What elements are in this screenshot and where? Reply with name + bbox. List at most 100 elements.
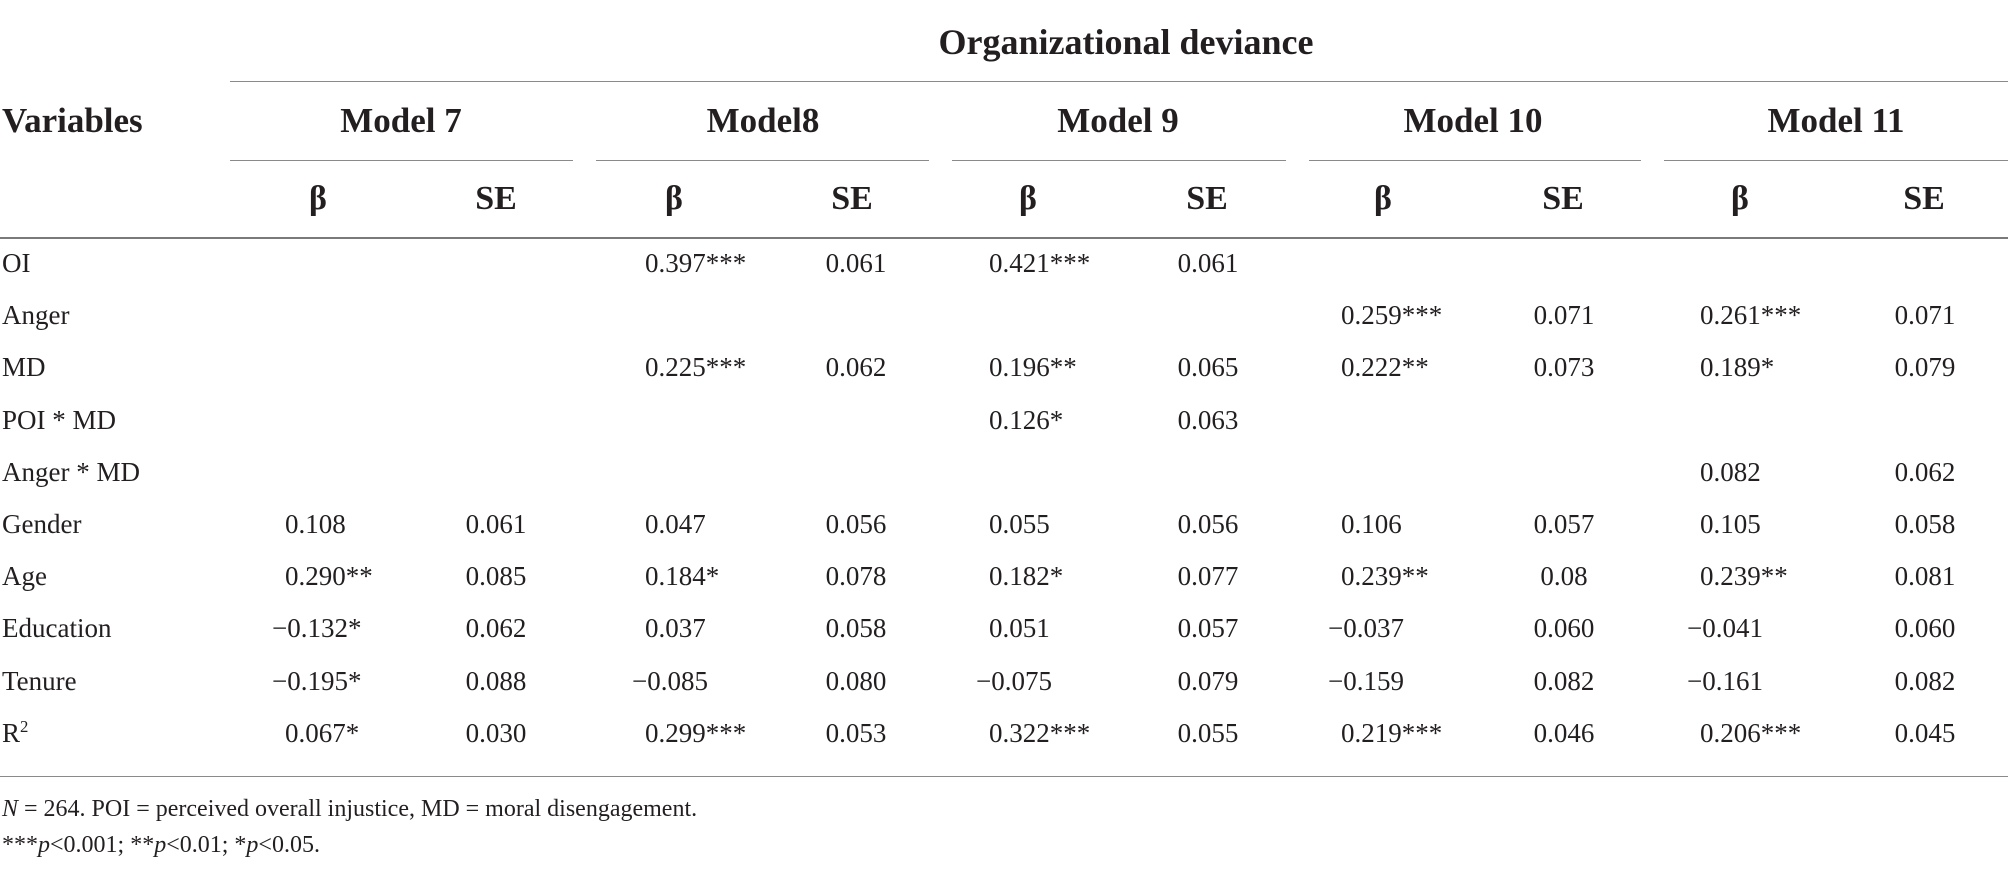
beta-cell: 0.196**	[989, 352, 1077, 382]
row-label: Age	[2, 563, 47, 590]
row-label: Anger * MD	[2, 459, 140, 486]
beta-cell: 0.397***	[645, 248, 747, 278]
se-cell: 0.056	[1177, 509, 1239, 539]
se-cell: 0.057	[1177, 613, 1239, 643]
se-cell: 0.08	[1540, 561, 1588, 591]
table-note-n: N = 264. POI = perceived overall injusti…	[2, 797, 697, 821]
se-cell: 0.063	[1177, 405, 1239, 435]
table-note-significance: ***p<0.001; **p<0.01; *p<0.05.	[2, 833, 320, 857]
table-bottom-rule	[0, 776, 2008, 777]
model-header: Model 9	[1057, 101, 1179, 140]
note-n-symbol: N	[2, 796, 19, 822]
se-cell: 0.058	[825, 613, 887, 643]
se-cell: 0.062	[825, 352, 887, 382]
beta-cell: 0.222**	[1341, 352, 1429, 382]
se-cell: 0.073	[1533, 352, 1595, 382]
note-sig-p: p	[246, 832, 259, 858]
row-label: Gender	[2, 511, 81, 538]
beta-cell: −0.037	[1328, 613, 1404, 643]
row-label: Anger	[2, 302, 69, 329]
se-cell: 0.058	[1894, 509, 1956, 539]
beta-cell: 0.322***	[989, 718, 1091, 748]
model-header: Model 11	[1767, 101, 1905, 140]
se-cell: 0.085	[465, 561, 527, 591]
row-label-text: Anger	[2, 300, 70, 330]
row-label-text: OI	[2, 248, 31, 278]
beta-cell: 0.225***	[645, 352, 747, 382]
model-header: Model 10	[1403, 101, 1543, 140]
beta-cell: 0.299***	[645, 718, 747, 748]
se-cell: 0.077	[1177, 561, 1239, 591]
se-cell: 0.030	[465, 718, 527, 748]
se-cell: 0.053	[825, 718, 887, 748]
note-sig-stars: **	[130, 832, 155, 858]
beta-cell: 0.259***	[1341, 300, 1443, 330]
model-underline	[1664, 160, 2008, 161]
se-cell: 0.062	[465, 613, 527, 643]
se-cell: 0.065	[1177, 352, 1239, 382]
beta-cell: 0.239**	[1341, 561, 1429, 591]
beta-cell: 0.290**	[285, 561, 373, 591]
row-label-text: Anger * MD	[2, 457, 140, 487]
beta-header: β	[1019, 180, 1037, 217]
se-cell: 0.057	[1533, 509, 1595, 539]
beta-cell: 0.106	[1341, 509, 1402, 539]
beta-cell: 0.047	[645, 509, 706, 539]
se-cell: 0.061	[1177, 248, 1239, 278]
beta-cell: −0.195*	[272, 666, 362, 696]
se-header: SE	[1186, 180, 1228, 217]
beta-cell: 0.082	[1700, 457, 1761, 487]
group-underline	[230, 81, 2008, 82]
row-label-text: MD	[2, 352, 46, 382]
se-header: SE	[1903, 180, 1945, 217]
row-label: OI	[2, 250, 31, 277]
row-label: Tenure	[2, 668, 77, 695]
model-underline	[952, 160, 1286, 161]
note-sig-p: p	[154, 832, 167, 858]
beta-header: β	[1731, 180, 1749, 217]
beta-cell: 0.219***	[1341, 718, 1443, 748]
row-label: Education	[2, 615, 111, 642]
beta-cell: 0.126*	[989, 405, 1064, 435]
beta-cell: 0.182*	[989, 561, 1064, 591]
note-sig-stars: *	[234, 832, 247, 858]
beta-cell: 0.108	[285, 509, 346, 539]
row-label: MD	[2, 354, 46, 381]
se-cell: 0.088	[465, 666, 527, 696]
se-cell: 0.082	[1894, 666, 1956, 696]
se-cell: 0.060	[1894, 613, 1956, 643]
row-label-text: Tenure	[2, 666, 77, 696]
model-underline	[596, 160, 929, 161]
row-label-text: Age	[2, 561, 47, 591]
se-cell: 0.046	[1533, 718, 1595, 748]
beta-cell: 0.105	[1700, 509, 1761, 539]
se-cell: 0.062	[1894, 457, 1956, 487]
se-cell: 0.060	[1533, 613, 1595, 643]
model-header: Model 7	[340, 101, 462, 140]
beta-cell: 0.261***	[1700, 300, 1802, 330]
row-label-text: POI * MD	[2, 405, 117, 435]
se-cell: 0.071	[1894, 300, 1956, 330]
variables-header: Variables	[2, 101, 143, 140]
se-cell: 0.071	[1533, 300, 1595, 330]
se-cell: 0.080	[825, 666, 887, 696]
beta-header: β	[665, 180, 683, 217]
se-cell: 0.079	[1894, 352, 1956, 382]
se-cell: 0.045	[1894, 718, 1956, 748]
note-sig-value: <0.01;	[166, 832, 235, 858]
row-label-superscript: 2	[20, 717, 29, 736]
beta-cell: 0.051	[989, 613, 1050, 643]
se-cell: 0.056	[825, 509, 887, 539]
se-cell: 0.079	[1177, 666, 1239, 696]
beta-cell: 0.239**	[1700, 561, 1788, 591]
se-header: SE	[831, 180, 873, 217]
se-cell: 0.081	[1894, 561, 1956, 591]
beta-cell: −0.159	[1328, 666, 1404, 696]
beta-cell: −0.075	[976, 666, 1052, 696]
header-bottom-rule	[0, 237, 2008, 239]
beta-cell: −0.161	[1687, 666, 1763, 696]
model-underline	[1309, 160, 1641, 161]
model-underline	[230, 160, 573, 161]
se-cell: 0.055	[1177, 718, 1239, 748]
beta-cell: 0.037	[645, 613, 706, 643]
